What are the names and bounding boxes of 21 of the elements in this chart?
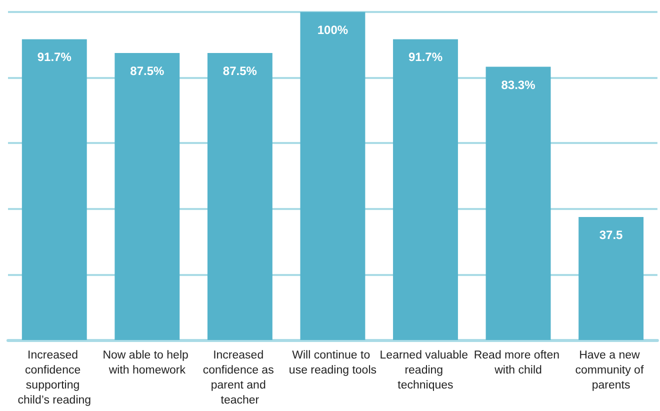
- data-label: 100%: [317, 23, 348, 37]
- data-label: 83.3%: [501, 78, 536, 92]
- data-label: 91.7%: [408, 50, 443, 64]
- data-label: 87.5%: [222, 64, 258, 78]
- x-tick-label: Increased confidence as parent and teacher: [202, 350, 278, 406]
- bar: [393, 39, 458, 340]
- data-label: 91.7%: [37, 50, 72, 64]
- bar: [300, 12, 366, 340]
- x-tick-label: Have a new community of parents: [575, 350, 647, 392]
- data-label: 37.5: [599, 228, 624, 242]
- bar: [578, 217, 644, 340]
- x-tick-label: Now able to help with homework: [102, 350, 192, 376]
- x-tick-label: Will continue to use reading tools: [288, 350, 377, 376]
- data-label: 87.5%: [130, 64, 165, 78]
- x-tick-label: Read more often with child: [474, 350, 563, 376]
- x-tick-label: Learned valuable reading techniques: [380, 350, 472, 392]
- bar: [486, 66, 551, 340]
- bar: [22, 39, 87, 340]
- bar: [207, 53, 272, 340]
- bar: [114, 53, 180, 340]
- x-tick-label: Increased confidence supporting child’s reading: [18, 350, 92, 406]
